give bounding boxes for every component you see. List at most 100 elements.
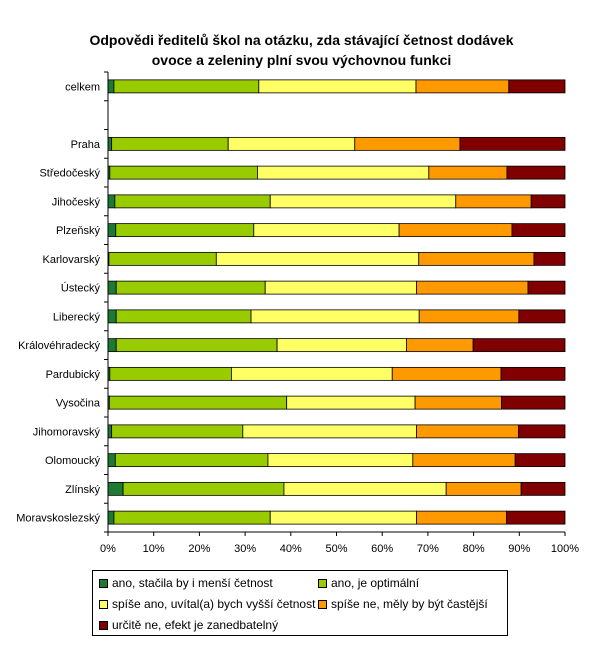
x-tick-label-2: 20% xyxy=(188,543,210,555)
category-label-8: Ústecký xyxy=(61,282,101,295)
bar-segment-11-4 xyxy=(391,366,502,381)
bar-segment-12-5 xyxy=(501,395,566,410)
bar-segment-12-4 xyxy=(414,395,502,410)
bar-segment-4-2 xyxy=(109,165,258,180)
bar-segment-16-1 xyxy=(107,510,115,525)
bar-segment-9-1 xyxy=(107,309,117,324)
legend-swatch-1 xyxy=(99,578,108,588)
bar-segment-16-2 xyxy=(113,510,271,525)
x-tick-label-5: 50% xyxy=(325,543,347,555)
bar-segment-9-2 xyxy=(115,309,252,324)
bar-segment-15-1 xyxy=(107,481,124,496)
bar-segment-16-4 xyxy=(416,510,507,525)
legend-item-2: ano, je optimální xyxy=(318,576,419,590)
bar-segment-14-2 xyxy=(114,453,269,468)
bar-segment-7-2 xyxy=(108,251,217,266)
x-tick-label-3: 30% xyxy=(234,543,256,555)
chart-title: Odpovědi ředitelů škol na otázku, zda st… xyxy=(0,30,603,70)
bar-segment-14-3 xyxy=(267,453,414,468)
category-label-4: Středočeský xyxy=(39,168,100,180)
bar-segment-13-5 xyxy=(517,424,566,439)
category-label-6: Plzeňský xyxy=(56,225,101,237)
bar-segment-10-3 xyxy=(276,338,407,353)
category-label-5: Jihočeský xyxy=(52,196,101,208)
bar-segment-15-5 xyxy=(520,481,566,496)
bar-segment-1-4 xyxy=(415,79,510,94)
legend-swatch-4 xyxy=(318,599,327,609)
category-label-13: Jihomoravský xyxy=(33,426,101,438)
bar-segment-8-1 xyxy=(107,280,117,295)
bar-segment-13-4 xyxy=(416,424,519,439)
bar-segment-5-1 xyxy=(107,194,116,209)
legend-label-5: určitě ne, efekt je zanedbatelný xyxy=(112,618,279,632)
bar-segment-10-4 xyxy=(406,338,474,353)
chart-title-line-2: ovoce a zeleniny plní svou výchovnou fun… xyxy=(151,52,452,68)
x-tick-label-6: 60% xyxy=(371,543,393,555)
bar-segment-3-3 xyxy=(227,136,356,151)
bar-segment-3-4 xyxy=(354,136,461,151)
bar-segment-6-1 xyxy=(107,223,117,238)
bar-segment-4-4 xyxy=(428,165,508,180)
bar-segment-7-4 xyxy=(418,251,535,266)
bar-segment-3-2 xyxy=(111,136,229,151)
bar-segment-1-1 xyxy=(107,79,115,94)
category-label-1: celkem xyxy=(65,81,100,93)
category-label-7: Karlovarský xyxy=(43,254,101,266)
x-tick-label-7: 70% xyxy=(417,543,439,555)
legend-label-1: ano, stačila by i menší četnost xyxy=(112,576,273,590)
bar-segment-6-2 xyxy=(115,223,255,238)
category-label-12: Vysočina xyxy=(56,398,101,410)
bar-segment-12-2 xyxy=(108,395,288,410)
bar-segment-5-5 xyxy=(530,194,566,209)
bar-segment-1-2 xyxy=(113,79,260,94)
bar-segment-13-2 xyxy=(111,424,244,439)
bar-segment-11-5 xyxy=(500,366,566,381)
bar-segment-8-3 xyxy=(264,280,417,295)
x-tick-label-8: 80% xyxy=(463,543,485,555)
bar-segment-9-3 xyxy=(250,309,420,324)
bar-segment-10-5 xyxy=(472,338,566,353)
bar-segment-1-5 xyxy=(508,79,566,94)
bar-segment-10-1 xyxy=(107,338,117,353)
bar-segment-10-2 xyxy=(115,338,278,353)
bar-segment-5-4 xyxy=(455,194,532,209)
bar-segment-16-3 xyxy=(269,510,417,525)
bar-segment-9-5 xyxy=(518,309,566,324)
category-label-11: Pardubický xyxy=(46,369,101,381)
bar-segment-4-5 xyxy=(506,165,566,180)
legend-swatch-3 xyxy=(99,599,108,609)
bar-segment-3-5 xyxy=(459,136,566,151)
bar-segment-6-4 xyxy=(398,223,513,238)
bar-segment-1-3 xyxy=(258,79,417,94)
legend-label-4: spíše ne, měly by být častější xyxy=(331,597,488,611)
bar-segment-6-5 xyxy=(511,223,566,238)
legend-swatch-2 xyxy=(318,578,327,588)
x-tick-label-9: 90% xyxy=(508,543,530,555)
bar-segment-7-3 xyxy=(215,251,420,266)
x-tick-label-4: 40% xyxy=(280,543,302,555)
category-label-9: Liberecký xyxy=(53,311,101,323)
legend-item-3: spíše ano, uvítal(a) bych vyšší četnost xyxy=(99,597,315,611)
bar-segment-13-1 xyxy=(107,424,113,439)
bar-segment-9-4 xyxy=(418,309,520,324)
category-label-10: Královéhradecký xyxy=(18,340,100,352)
legend-item-5: určitě ne, efekt je zanedbatelný xyxy=(99,618,278,632)
bar-segment-8-4 xyxy=(416,280,529,295)
legend-item-1: ano, stačila by i menší četnost xyxy=(99,576,273,590)
bar-segment-14-4 xyxy=(412,453,516,468)
bar-segment-16-5 xyxy=(506,510,566,525)
chart-legend: ano, stačila by i menší četnost ano, je o… xyxy=(92,570,508,636)
category-label-14: Olomoucký xyxy=(45,455,101,467)
bar-segment-8-5 xyxy=(527,280,566,295)
legend-swatch-5 xyxy=(99,620,108,630)
bar-segment-7-5 xyxy=(533,251,566,266)
bar-segment-8-2 xyxy=(115,280,266,295)
bar-segment-11-2 xyxy=(109,366,232,381)
chart-title-line-1: Odpovědi ředitelů škol na otázku, zda st… xyxy=(89,32,514,48)
bar-segment-15-3 xyxy=(283,481,447,496)
category-label-15: Zlínský xyxy=(65,484,100,496)
x-tick-label-0: 0% xyxy=(100,543,116,555)
bar-segment-5-2 xyxy=(114,194,271,209)
legend-label-3: spíše ano, uvítal(a) bych vyšší četnost xyxy=(112,597,316,611)
